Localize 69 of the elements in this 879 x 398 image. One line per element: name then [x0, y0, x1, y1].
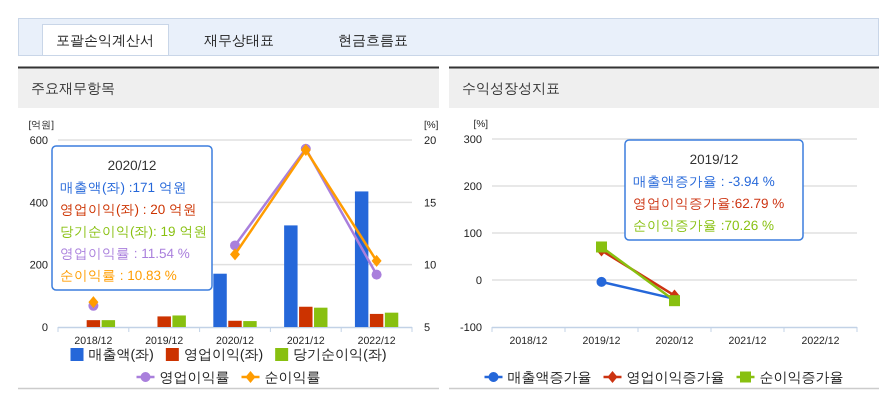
- legend-label: 영업이익(좌): [184, 346, 264, 362]
- legend-label: 순이익률: [264, 369, 320, 385]
- bar: [314, 308, 328, 327]
- chart-title: 수익성장성지표: [462, 80, 560, 96]
- x-tick-label: 2019/12: [145, 335, 184, 347]
- legend-label: 당기순이익(좌): [293, 346, 386, 362]
- y2-tick-label: 5: [424, 322, 430, 334]
- x-tick-label: 2018/12: [510, 335, 548, 347]
- chart-title: 주요재무항목: [31, 80, 115, 96]
- bar: [86, 320, 100, 327]
- text: 재무상태표: [204, 32, 274, 48]
- y2-tick-label: 10: [424, 260, 436, 272]
- point: [372, 254, 382, 267]
- y2-tick-label: 20: [424, 135, 436, 147]
- bar: [102, 320, 116, 327]
- y-tick-label: 600: [30, 135, 48, 147]
- x-tick-label: 2022/12: [802, 335, 840, 347]
- x-tick-label: 2022/12: [358, 335, 396, 347]
- point: [88, 296, 98, 308]
- annotation: 영업이익증가율:62.79 %: [633, 196, 784, 211]
- bar: [284, 225, 298, 327]
- bar: [172, 315, 186, 327]
- annotation: 매출액증가율 : -3.94 %: [633, 174, 775, 189]
- legend-label: 매출액증가율: [508, 369, 592, 385]
- x-tick-label: 2019/12: [582, 335, 621, 347]
- annotation: 영업이익(좌) : 20 억원: [60, 202, 198, 217]
- annotation: 순이익률 : 10.83 %: [60, 268, 177, 283]
- x-tick-label: 2021/12: [286, 335, 325, 347]
- bar: [370, 314, 384, 327]
- point: [669, 295, 680, 306]
- x-tick-label: 2021/12: [728, 335, 767, 347]
- bar: [354, 191, 368, 327]
- bar: [213, 274, 227, 327]
- y-tick-label: 100: [464, 228, 482, 240]
- legend-label: 영업이익률: [160, 369, 230, 385]
- bar: [299, 306, 313, 327]
- y2-tick-label: 15: [424, 197, 436, 210]
- bar: [384, 312, 398, 327]
- annotation: 매출액(좌) :171 억원: [60, 180, 187, 195]
- point: [596, 276, 606, 287]
- bar: [157, 316, 171, 327]
- point: [372, 270, 382, 280]
- y-tick-label: 300: [464, 134, 482, 146]
- annotation: 당기순이익(좌): 19 억원: [60, 224, 208, 239]
- annotation: 2020/12: [108, 158, 156, 173]
- y-tick-label: 200: [30, 260, 48, 272]
- y2-axis-title: [%]: [424, 120, 439, 131]
- y-tick-label: 0: [42, 322, 48, 334]
- x-tick-label: 2018/12: [74, 335, 113, 347]
- point: [596, 241, 607, 252]
- annotation: 2019/12: [690, 152, 738, 167]
- bar: [243, 321, 257, 327]
- y-tick-label: -100: [460, 322, 482, 334]
- y-tick-label: 0: [476, 275, 482, 287]
- annotation: 순이익증가율 :70.26 %: [633, 218, 774, 233]
- bar: [228, 320, 242, 327]
- legend-label: 매출액(좌): [88, 346, 154, 362]
- annotation: 영업이익률 : 11.54 %: [60, 246, 190, 261]
- text: 포괄손익계산서: [56, 32, 154, 48]
- y-axis-title: [%]: [474, 119, 488, 130]
- legend-label: 순이익증가율: [760, 369, 844, 385]
- text: 현금흐름표: [338, 32, 408, 48]
- point: [230, 248, 240, 260]
- y-axis-title: [억원]: [28, 120, 54, 131]
- y-tick-label: 400: [30, 197, 48, 210]
- x-tick-label: 2020/12: [656, 335, 694, 347]
- y-tick-label: 200: [464, 181, 482, 193]
- x-tick-label: 2020/12: [216, 335, 254, 347]
- legend-label: 영업이익증가율: [626, 369, 724, 385]
